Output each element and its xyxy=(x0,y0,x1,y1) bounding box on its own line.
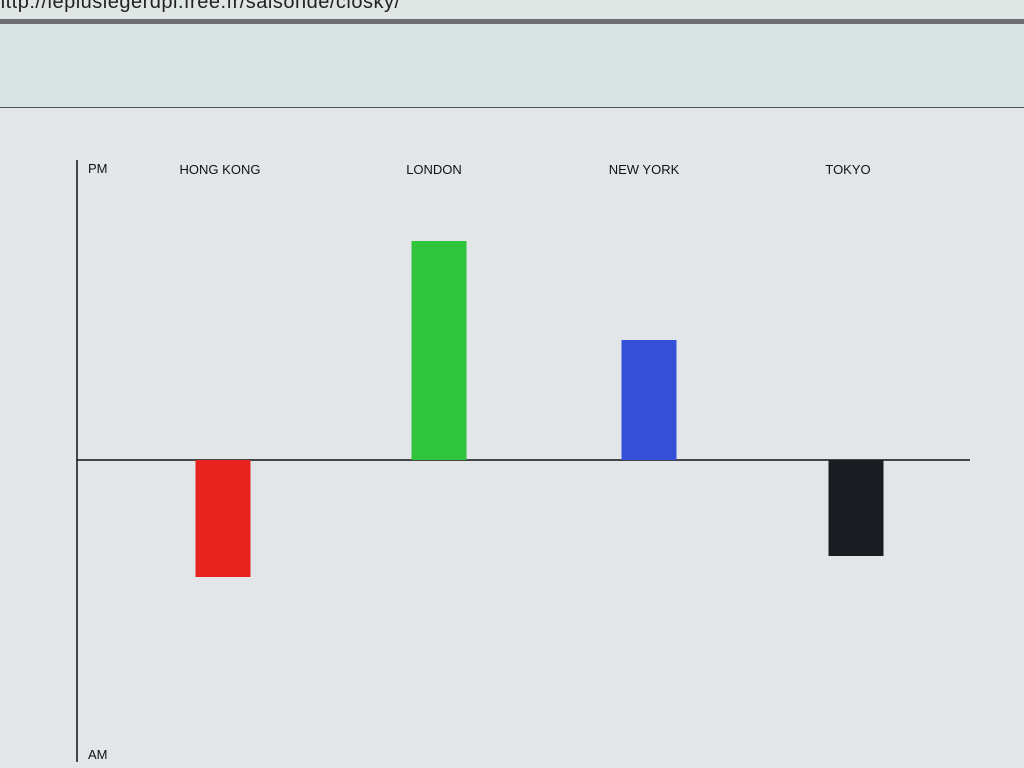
bar-tokyo xyxy=(828,460,884,556)
page-content xyxy=(0,108,1024,768)
bar-hong-kong xyxy=(195,460,251,577)
y-bottom-label: AM xyxy=(88,747,108,762)
category-label: TOKYO xyxy=(825,162,870,177)
browser-toolbar xyxy=(0,24,1024,107)
bar-london xyxy=(411,241,467,460)
category-label: LONDON xyxy=(406,162,462,177)
bar-new-york xyxy=(621,340,677,460)
divider xyxy=(0,107,1024,108)
y-top-label: PM xyxy=(88,161,108,176)
browser-frame xyxy=(0,19,1024,24)
category-label: NEW YORK xyxy=(609,162,680,177)
category-label: HONG KONG xyxy=(180,162,261,177)
url-bar[interactable]: http://lepluslegerdpi.free.fr/saisonde/c… xyxy=(0,0,401,13)
